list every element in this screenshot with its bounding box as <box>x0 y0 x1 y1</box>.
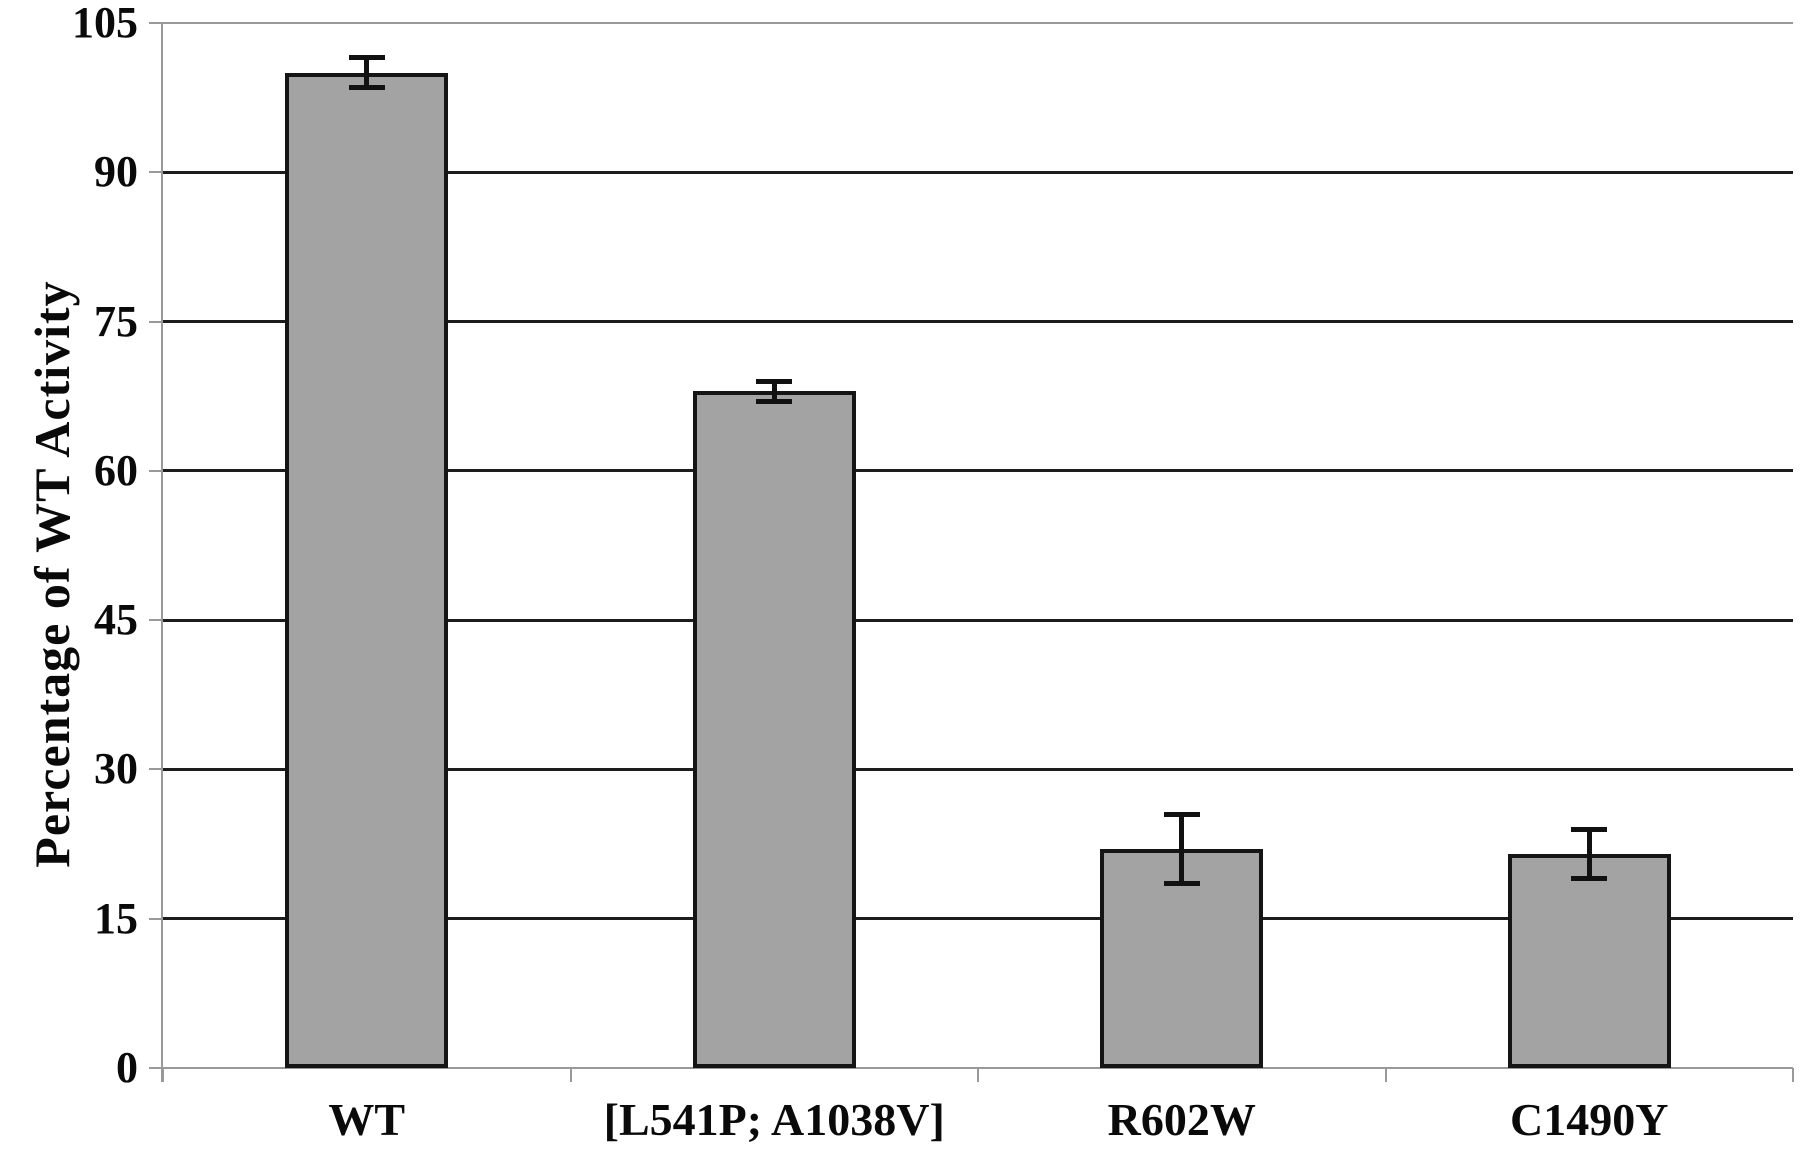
y-tick-label-15: 15 <box>94 893 138 943</box>
bar-l541pa1038v <box>692 391 856 1068</box>
x-tick-0 <box>162 1068 164 1082</box>
error-bar-stem <box>771 381 777 402</box>
gridline-90 <box>163 170 1793 174</box>
error-bar-cap-bottom <box>348 85 385 91</box>
x-tick-1 <box>569 1068 572 1082</box>
error-bar-stem <box>364 57 370 88</box>
y-tick-75 <box>149 320 163 323</box>
plot-area <box>149 22 1794 1082</box>
y-tick-label-60: 60 <box>94 445 138 495</box>
gridline-15 <box>163 917 1793 921</box>
y-tick-90 <box>149 171 163 174</box>
gridline-45 <box>163 618 1793 622</box>
y-tick-label-105: 105 <box>72 0 138 47</box>
error-bar-cap-top <box>1571 826 1608 832</box>
category-label-1: WT <box>328 1094 406 1145</box>
bar-wt <box>285 72 449 1068</box>
x-tick-2 <box>977 1068 979 1082</box>
y-tick-label-30: 30 <box>94 744 138 794</box>
x-tick-4 <box>1792 1068 1794 1082</box>
y-tick-label-0: 0 <box>116 1043 138 1092</box>
y-tick-105 <box>149 22 163 24</box>
gridline-105 <box>163 22 1793 24</box>
y-tick-label-75: 75 <box>94 296 138 346</box>
error-bar-cap-top <box>348 55 385 61</box>
y-tick-label-90: 90 <box>94 147 138 197</box>
bar-c1490y <box>1507 854 1671 1068</box>
y-axis-line <box>161 23 163 1082</box>
error-bar-stem <box>1586 829 1592 879</box>
error-bar-cap-bottom <box>756 398 793 404</box>
error-bar-stem <box>1179 814 1185 884</box>
gridline-30 <box>163 767 1793 771</box>
y-tick-0 <box>149 1067 163 1069</box>
gridline-75 <box>163 320 1793 324</box>
gridline-60 <box>163 469 1793 473</box>
category-label-4: C1490Y <box>1510 1094 1669 1145</box>
y-tick-60 <box>149 469 163 472</box>
error-bar-cap-bottom <box>1163 881 1200 887</box>
x-tick-3 <box>1384 1068 1387 1082</box>
y-tick-45 <box>149 619 163 622</box>
error-bar-cap-bottom <box>1571 876 1608 882</box>
y-tick-15 <box>149 917 163 920</box>
category-label-3: R602W <box>1107 1094 1256 1145</box>
category-label-2: [L541P; A1038V] <box>603 1094 945 1145</box>
error-bar-cap-top <box>1163 811 1200 817</box>
error-bar-cap-top <box>756 378 793 384</box>
y-tick-label-45: 45 <box>94 595 138 645</box>
y-tick-30 <box>149 768 163 771</box>
